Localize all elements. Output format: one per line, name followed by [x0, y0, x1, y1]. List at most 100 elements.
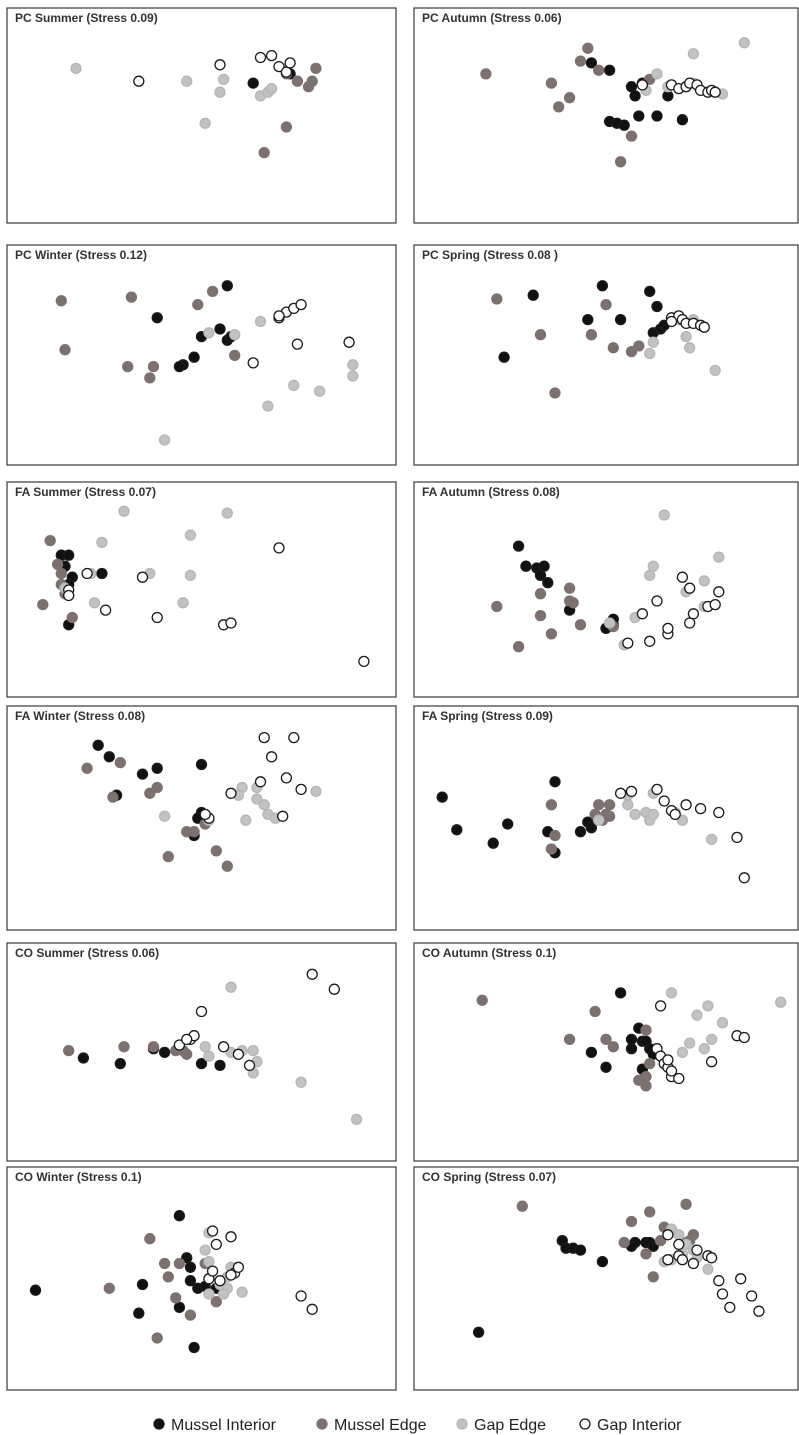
- point-gap-edge-5: [288, 379, 300, 392]
- point-mussel-interior-2: [625, 1043, 638, 1055]
- point-gap-edge-3: [184, 529, 197, 541]
- point-mussel-interior-1: [136, 1278, 149, 1291]
- point-gap-edge-1: [199, 1041, 211, 1053]
- point-gap-interior-3: [265, 49, 278, 62]
- point-mussel-interior-9: [662, 90, 674, 102]
- point-mussel-interior-8: [651, 110, 663, 122]
- point-mussel-interior-5: [542, 577, 554, 589]
- point-gap-interior-3: [254, 776, 267, 788]
- point-gap-interior-6: [284, 57, 296, 69]
- point-mussel-edge-2: [55, 567, 67, 580]
- panel-title: CO Spring (Stress 0.07): [422, 1170, 556, 1184]
- point-gap-interior-4: [280, 772, 293, 784]
- point-gap-edge-8: [676, 814, 689, 826]
- point-gap-interior-12: [636, 608, 649, 620]
- point-gap-interior-0: [636, 79, 649, 91]
- point-gap-edge-2: [684, 342, 696, 354]
- point-mussel-interior-2: [644, 285, 656, 298]
- point-gap-edge-3: [258, 799, 270, 811]
- point-mussel-edge-1: [118, 1041, 130, 1053]
- point-gap-interior-6: [343, 336, 355, 348]
- point-mussel-edge-6: [258, 146, 270, 159]
- point-mussel-interior-9: [585, 822, 598, 834]
- point-mussel-edge-4: [600, 1033, 612, 1046]
- point-mussel-edge-6: [545, 628, 558, 640]
- point-mussel-interior-7: [574, 826, 587, 838]
- point-gap-interior-2: [225, 1231, 237, 1243]
- point-mussel-interior-2: [625, 81, 638, 93]
- point-mussel-edge-6: [553, 101, 565, 113]
- point-gap-edge-0: [96, 536, 108, 549]
- point-gap-edge-1: [199, 1244, 211, 1256]
- point-gap-edge-1: [644, 347, 656, 360]
- point-mussel-interior-0: [29, 1284, 42, 1296]
- point-mussel-edge-2: [147, 1041, 160, 1053]
- point-gap-interior-3: [684, 617, 696, 629]
- point-gap-edge-5: [184, 569, 197, 582]
- point-mussel-interior-1: [63, 549, 75, 561]
- panel-frame: [413, 7, 799, 224]
- panel-frame: [6, 244, 397, 466]
- point-mussel-interior-5: [195, 758, 208, 771]
- point-mussel-edge-0: [144, 1233, 156, 1245]
- point-mussel-edge-8: [654, 1234, 667, 1247]
- point-mussel-edge-1: [534, 588, 547, 600]
- point-mussel-interior-7: [618, 119, 630, 131]
- point-gap-edge-2: [702, 1000, 714, 1012]
- point-mussel-edge-1: [600, 298, 612, 311]
- point-gap-interior-8: [705, 1252, 718, 1264]
- panel-frame: [413, 942, 799, 1162]
- legend-label-mussel-interior: Mussel Interior: [171, 1417, 277, 1434]
- point-mussel-edge-0: [63, 1044, 75, 1057]
- point-gap-edge-0: [225, 981, 237, 993]
- point-mussel-interior-3: [173, 1301, 186, 1314]
- point-gap-interior-8: [662, 1054, 674, 1066]
- point-mussel-edge-6: [644, 1057, 656, 1070]
- point-mussel-edge-0: [545, 799, 558, 811]
- point-gap-edge-0: [658, 509, 670, 521]
- point-gap-interior-5: [295, 783, 307, 796]
- point-mussel-edge-0: [44, 534, 56, 547]
- point-gap-interior-0: [614, 787, 627, 799]
- panel-title: CO Autumn (Stress 0.1): [422, 946, 556, 960]
- point-gap-interior-8: [713, 586, 725, 598]
- point-mussel-edge-4: [680, 1198, 692, 1210]
- point-mussel-edge-3: [144, 787, 156, 799]
- point-gap-edge-0: [665, 987, 678, 999]
- point-gap-interior-9: [358, 655, 370, 668]
- point-mussel-interior-4: [614, 313, 627, 326]
- point-gap-interior-9: [181, 1033, 193, 1046]
- point-gap-interior-12: [735, 1273, 747, 1285]
- point-mussel-edge-2: [545, 843, 558, 855]
- panel-frame: [6, 705, 397, 931]
- point-mussel-interior-5: [184, 1261, 197, 1273]
- point-gap-edge-10: [593, 814, 605, 826]
- panel-title: PC Autumn (Stress 0.06): [422, 11, 562, 25]
- point-mussel-edge-7: [618, 1236, 630, 1249]
- point-gap-interior-3: [173, 1039, 186, 1051]
- point-mussel-edge-1: [574, 55, 587, 67]
- point-mussel-edge-1: [114, 756, 126, 769]
- point-gap-edge-3: [716, 1017, 729, 1029]
- point-gap-interior-3: [658, 795, 670, 807]
- point-gap-interior-4: [217, 1041, 230, 1053]
- point-mussel-edge-1: [549, 829, 561, 842]
- point-mussel-edge-4: [170, 1292, 182, 1304]
- point-mussel-edge-3: [306, 75, 318, 87]
- point-gap-interior-1: [644, 635, 656, 647]
- point-gap-interior-9: [713, 1275, 725, 1287]
- point-gap-edge-5: [647, 808, 659, 821]
- point-gap-interior-2: [63, 589, 75, 602]
- point-mussel-interior-3: [629, 90, 641, 102]
- panel-frame: [6, 7, 397, 224]
- point-mussel-interior-0: [92, 739, 104, 751]
- point-mussel-edge-6: [147, 360, 160, 373]
- point-gap-edge-3: [158, 434, 171, 446]
- point-mussel-edge-6: [633, 340, 645, 352]
- point-mussel-interior-5: [549, 776, 561, 788]
- point-mussel-edge-5: [37, 598, 49, 611]
- point-gap-interior-14: [753, 1305, 765, 1317]
- panel-title: FA Winter (Stress 0.08): [15, 709, 145, 723]
- point-mussel-interior-1: [596, 280, 609, 292]
